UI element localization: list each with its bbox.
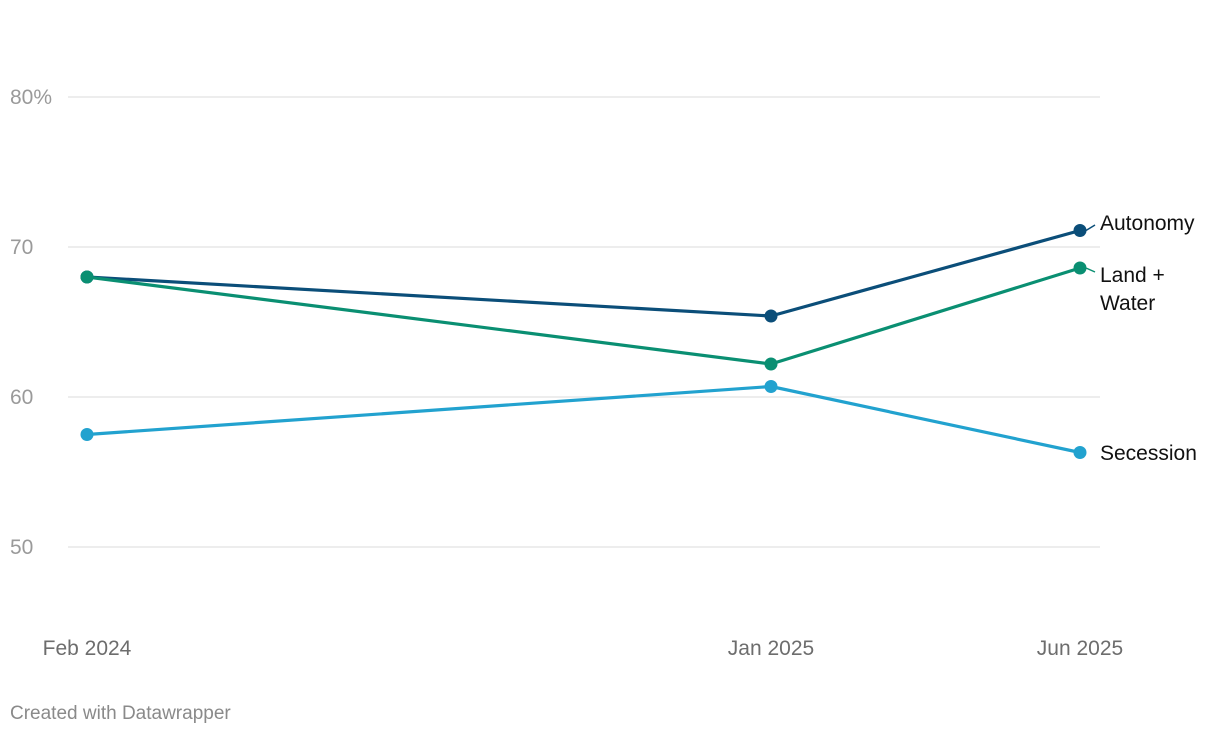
y-tick-label: 50	[10, 536, 33, 559]
series-points	[80, 224, 1087, 459]
series-line-autonomy	[86, 228, 1081, 318]
series-line-land-water	[86, 266, 1081, 366]
y-axis-ticks: 80% 70 60 50	[10, 86, 52, 559]
grid-lines	[68, 96, 1100, 548]
series-label-land-water: Land +	[1100, 264, 1165, 287]
data-point-land-water	[1073, 261, 1087, 275]
chart-credit: Created with Datawrapper	[10, 703, 231, 724]
data-point-autonomy	[1073, 224, 1087, 237]
data-point-secession	[764, 380, 778, 393]
y-tick-label: 60	[10, 386, 33, 409]
label-connector-autonomy	[1085, 224, 1096, 232]
series-label-secession: Secession	[1100, 442, 1197, 465]
series-label-land-water-line2: Water	[1100, 292, 1155, 315]
data-point-land-water	[764, 357, 778, 371]
data-point-autonomy	[764, 309, 778, 323]
series-label-autonomy: Autonomy	[1100, 212, 1195, 235]
x-tick-label: Feb 2024	[43, 637, 132, 660]
data-point-secession	[80, 428, 94, 441]
x-tick-label: Jan 2025	[728, 637, 814, 660]
x-axis-ticks: Feb 2024 Jan 2025 Jun 2025	[43, 637, 1124, 660]
x-tick-label: Jun 2025	[1037, 637, 1123, 660]
y-tick-label: 70	[10, 236, 33, 259]
data-point-secession	[1073, 446, 1087, 459]
y-tick-label: 80%	[10, 86, 52, 109]
series-labels: Autonomy Land + Water Secession	[1100, 212, 1197, 465]
label-connectors	[1085, 224, 1096, 273]
series-lines	[86, 228, 1081, 455]
label-connector-land-water	[1085, 267, 1096, 273]
data-point-land-water	[80, 270, 94, 284]
